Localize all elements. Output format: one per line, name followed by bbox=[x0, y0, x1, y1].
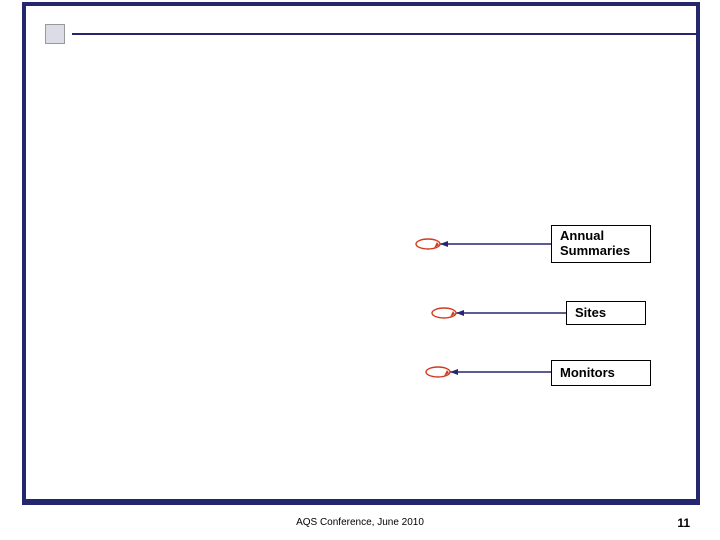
decor-rule-line bbox=[72, 33, 699, 35]
frame-border-left bbox=[22, 2, 26, 505]
arrow-sites bbox=[428, 301, 568, 325]
label-box-annual-summaries: Annual Summaries bbox=[551, 225, 651, 263]
label-text-sites: Sites bbox=[575, 306, 606, 321]
frame-border-bottom bbox=[22, 499, 700, 505]
label-box-monitors: Monitors bbox=[551, 360, 651, 386]
label-text-monitors: Monitors bbox=[560, 366, 615, 381]
frame-border-top bbox=[22, 2, 700, 6]
page-number: 11 bbox=[677, 516, 690, 530]
slide-frame: Annual Summaries Sites Monitors AQS Confer… bbox=[0, 0, 720, 540]
arrow-annual-summaries bbox=[412, 232, 553, 256]
arrow-monitors bbox=[422, 360, 553, 384]
frame-border-right bbox=[696, 2, 700, 505]
footer-text: AQS Conference, June 2010 bbox=[0, 517, 720, 528]
label-box-sites: Sites bbox=[566, 301, 646, 325]
decor-square-icon bbox=[45, 24, 65, 44]
label-text-annual-summaries: Annual Summaries bbox=[560, 229, 630, 259]
